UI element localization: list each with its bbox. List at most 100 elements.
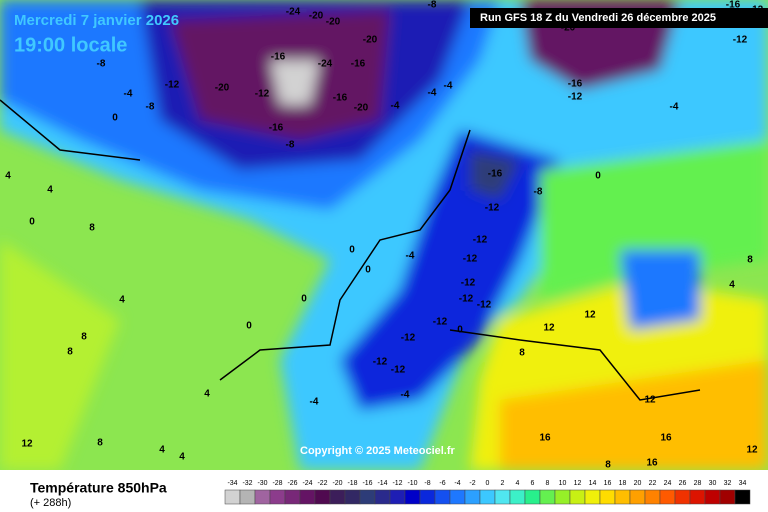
- legend-label: 14: [589, 480, 597, 487]
- contour-label: 4: [47, 185, 53, 196]
- contour-label: 12: [21, 439, 33, 450]
- legend-label: 30: [709, 480, 717, 487]
- legend-label: -24: [302, 480, 312, 487]
- legend-label: 6: [531, 480, 535, 487]
- contour-label: -12: [473, 235, 488, 246]
- legend-swatch: [629, 489, 646, 505]
- legend-swatch: [614, 489, 631, 505]
- contour-label: -4: [310, 397, 319, 408]
- legend-label: 12: [574, 480, 582, 487]
- legend-swatch: [464, 489, 481, 505]
- run-info: Run GFS 18 Z du Vendredi 26 décembre 202…: [480, 12, 716, 24]
- legend-label: -16: [362, 480, 372, 487]
- legend-label: 22: [649, 480, 657, 487]
- legend-label: -12: [392, 480, 402, 487]
- legend-label: -34: [227, 480, 237, 487]
- contour-label: -12: [433, 317, 448, 328]
- contour-label: 4: [159, 445, 165, 456]
- contour-label: -4: [391, 101, 400, 112]
- contour-label: -12: [255, 89, 270, 100]
- legend-label: 8: [546, 480, 550, 487]
- forecast-time: 19:00 locale: [14, 34, 127, 56]
- legend-label: 28: [694, 480, 702, 487]
- legend-label: -4: [454, 480, 460, 487]
- contour-label: 4: [729, 280, 735, 291]
- contour-label: -24: [318, 59, 333, 70]
- contour-label: 16: [539, 433, 551, 444]
- legend-lead: (+ 288h): [30, 497, 71, 509]
- contour-label: -12: [485, 203, 500, 214]
- legend-label: 10: [559, 480, 567, 487]
- legend-swatch: [539, 489, 556, 505]
- contour-label: -12: [749, 5, 764, 16]
- temperature-field: [0, 0, 768, 470]
- legend-swatch: [434, 489, 451, 505]
- contour-label: 0: [457, 325, 463, 336]
- legend-swatch: [479, 489, 496, 505]
- legend-label: -18: [347, 480, 357, 487]
- contour-label: 16: [646, 458, 658, 469]
- legend-label: 2: [501, 480, 505, 487]
- legend-swatch: [239, 489, 256, 505]
- contour-label: 8: [747, 255, 753, 266]
- contour-label: 4: [204, 389, 210, 400]
- contour-label: -8: [97, 59, 106, 70]
- legend-swatch: [584, 489, 601, 505]
- legend-swatch: [314, 489, 331, 505]
- legend-label: -8: [424, 480, 430, 487]
- contour-label: -4: [428, 88, 437, 99]
- contour-label: -12: [733, 35, 748, 46]
- contour-label: -12: [401, 333, 416, 344]
- contour-label: -8: [286, 140, 295, 151]
- legend-swatch: [599, 489, 616, 505]
- contour-label: -16: [726, 0, 741, 11]
- legend-swatch: [404, 489, 421, 505]
- legend-swatch: [659, 489, 676, 505]
- contour-label: 0: [29, 217, 35, 228]
- legend-label: 32: [724, 480, 732, 487]
- legend-label: 20: [634, 480, 642, 487]
- contour-label: -4: [670, 102, 679, 113]
- legend-label: 18: [619, 480, 627, 487]
- legend: -34 -32 -30 -28 -26 -24 -22 -20 -18 -16 -14 -12 -10-…: [224, 480, 751, 505]
- contour-label: 8: [89, 223, 95, 234]
- contour-label: 0: [301, 294, 307, 305]
- legend-swatch: [509, 489, 526, 505]
- contour-label: -20: [561, 23, 576, 34]
- contour-label: -16: [269, 123, 284, 134]
- contour-label: -16: [488, 169, 503, 180]
- contour-label: 4: [5, 171, 11, 182]
- legend-label: -20: [332, 480, 342, 487]
- contour-label: 8: [81, 332, 87, 343]
- contour-label: -12: [463, 254, 478, 265]
- contour-label: 4: [179, 452, 185, 463]
- contour-label: -16: [271, 52, 286, 63]
- legend-label: -22: [317, 480, 327, 487]
- contour-label: 0: [365, 265, 371, 276]
- legend-swatch: [254, 489, 271, 505]
- contour-label: -12: [373, 357, 388, 368]
- legend-label: -10: [407, 480, 417, 487]
- contour-label: -16: [333, 93, 348, 104]
- legend-title: Température 850hPa: [30, 480, 167, 496]
- contour-label: 12: [644, 395, 656, 406]
- legend-swatch: [449, 489, 466, 505]
- contour-label: 0: [112, 113, 118, 124]
- legend-swatch: [224, 489, 241, 505]
- contour-label: -4: [406, 251, 415, 262]
- contour-label: -4: [401, 390, 410, 401]
- legend-swatch: [389, 489, 406, 505]
- legend-label: -6: [439, 480, 445, 487]
- contour-label: -20: [215, 83, 230, 94]
- contour-label: 8: [97, 438, 103, 449]
- contour-label: 12: [543, 323, 555, 334]
- contour-label: 4: [119, 295, 125, 306]
- contour-label: 8: [519, 348, 525, 359]
- contour-label: -24: [286, 7, 301, 18]
- legend-swatch: [299, 489, 316, 505]
- legend-label: 26: [679, 480, 687, 487]
- legend-swatch: [719, 489, 736, 505]
- legend-label: -2: [469, 480, 475, 487]
- contour-label: 12: [584, 310, 596, 321]
